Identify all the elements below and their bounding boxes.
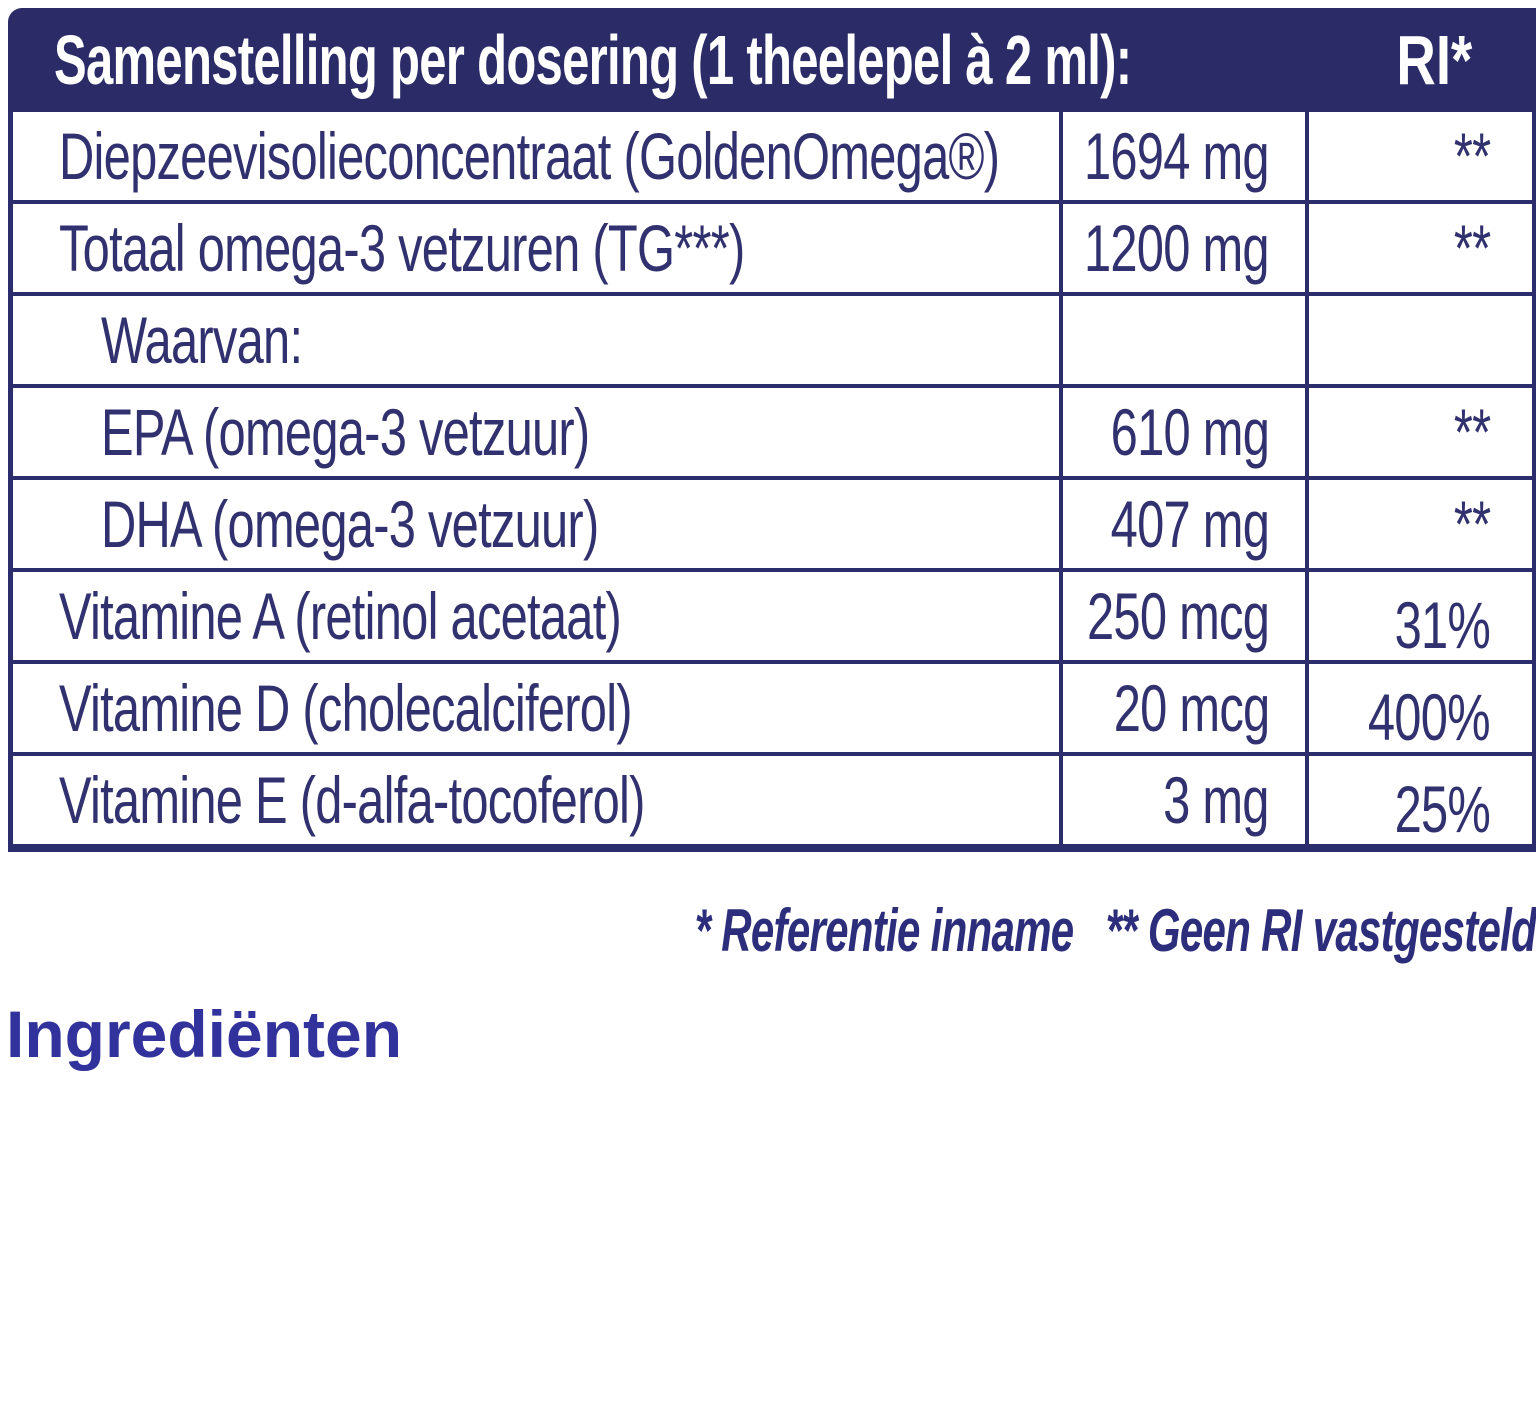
amount-cell: 20 mcg (1059, 664, 1305, 752)
ri-cell-text: ** (1453, 395, 1490, 469)
nutrient-name-cell: Totaal omega-3 vetzuren (TG***) (13, 204, 1059, 292)
amount-cell-text: 20 mcg (1113, 671, 1269, 745)
table-header-row: Samenstelling per dosering (1 theelepel … (8, 8, 1536, 112)
amount-cell-text: 1200 mg (1084, 211, 1270, 285)
ri-cell-text: ** (1453, 119, 1490, 193)
amount-cell-text: 3 mg (1163, 763, 1269, 837)
ri-cell-text: 25% (1394, 772, 1490, 844)
amount-cell-text: 407 mg (1110, 487, 1270, 561)
nutrient-name-cell: Vitamine A (retinol acetaat) (13, 572, 1059, 660)
ri-cell: 31% (1305, 572, 1532, 660)
amount-cell (1059, 296, 1305, 384)
table-row: Vitamine A (retinol acetaat) 250 mcg 31% (13, 568, 1532, 660)
amount-cell: 1200 mg (1059, 204, 1305, 292)
ri-cell-text: ** (1453, 487, 1490, 561)
ri-cell: ** (1305, 388, 1532, 476)
ri-cell: 25% (1305, 756, 1532, 844)
ri-cell-text: 31% (1394, 588, 1490, 660)
footnote: * Referentie inname ** Geen RI vastgeste… (695, 896, 1536, 965)
amount-cell: 1694 mg (1059, 112, 1305, 200)
table-row: Vitamine D (cholecalciferol) 20 mcg 400% (13, 660, 1532, 752)
nutrient-name-cell-text: Diepzeevisolieconcentraat (GoldenOmega®) (59, 119, 1000, 193)
nutrient-name-cell: Vitamine E (d-alfa-tocoferol) (13, 756, 1059, 844)
ingredients-heading: Ingrediënten (6, 997, 403, 1071)
table-row: Waarvan: (13, 292, 1532, 384)
table-body: Diepzeevisolieconcentraat (GoldenOmega®)… (8, 112, 1536, 852)
ri-cell: ** (1305, 204, 1532, 292)
table-row: Diepzeevisolieconcentraat (GoldenOmega®)… (13, 112, 1532, 200)
nutrient-name-cell: Vitamine D (cholecalciferol) (13, 664, 1059, 752)
composition-table: Samenstelling per dosering (1 theelepel … (8, 8, 1536, 852)
table-row: Totaal omega-3 vetzuren (TG***) 1200 mg ** (13, 200, 1532, 292)
ri-cell-text: 400% (1368, 680, 1491, 752)
nutrient-name-cell-text: Waarvan: (101, 303, 303, 377)
amount-cell: 407 mg (1059, 480, 1305, 568)
amount-cell-text: 250 mcg (1086, 579, 1270, 653)
amount-cell: 250 mcg (1059, 572, 1305, 660)
nutrient-name-cell-text: Totaal omega-3 vetzuren (TG***) (59, 211, 745, 285)
footnote-no-ri-established: ** Geen RI vastgesteld (1105, 897, 1536, 964)
nutrient-name-cell-text: EPA (omega-3 vetzuur) (101, 395, 590, 469)
table-row: Vitamine E (d-alfa-tocoferol) 3 mg 25% (13, 752, 1532, 844)
nutrient-name-cell: Diepzeevisolieconcentraat (GoldenOmega®) (13, 112, 1059, 200)
ri-cell: 400% (1305, 664, 1532, 752)
ri-cell: ** (1305, 112, 1532, 200)
nutrient-name-cell: Waarvan: (13, 296, 1059, 384)
amount-cell-text: 610 mg (1110, 395, 1270, 469)
nutrient-name-cell-text: Vitamine A (retinol acetaat) (59, 579, 622, 653)
ri-cell-text: ** (1453, 211, 1490, 285)
nutrient-name-cell-text: DHA (omega-3 vetzuur) (101, 487, 599, 561)
nutrient-name-cell: DHA (omega-3 vetzuur) (13, 480, 1059, 568)
nutrient-name-cell-text: Vitamine E (d-alfa-tocoferol) (59, 763, 645, 837)
table-title: Samenstelling per dosering (1 theelepel … (54, 21, 1132, 99)
table-row: EPA (omega-3 vetzuur) 610 mg ** (13, 384, 1532, 476)
table-row: DHA (omega-3 vetzuur) 407 mg ** (13, 476, 1532, 568)
amount-cell: 3 mg (1059, 756, 1305, 844)
amount-cell-text: 1694 mg (1084, 119, 1270, 193)
amount-cell: 610 mg (1059, 388, 1305, 476)
nutrient-name-cell-text: Vitamine D (cholecalciferol) (59, 671, 633, 745)
footnote-reference-intake: * Referentie inname (694, 897, 1075, 964)
ri-cell (1305, 296, 1532, 384)
ri-cell: ** (1305, 480, 1532, 568)
nutrient-name-cell: EPA (omega-3 vetzuur) (13, 388, 1059, 476)
ri-column-header: RI* (1396, 21, 1472, 99)
